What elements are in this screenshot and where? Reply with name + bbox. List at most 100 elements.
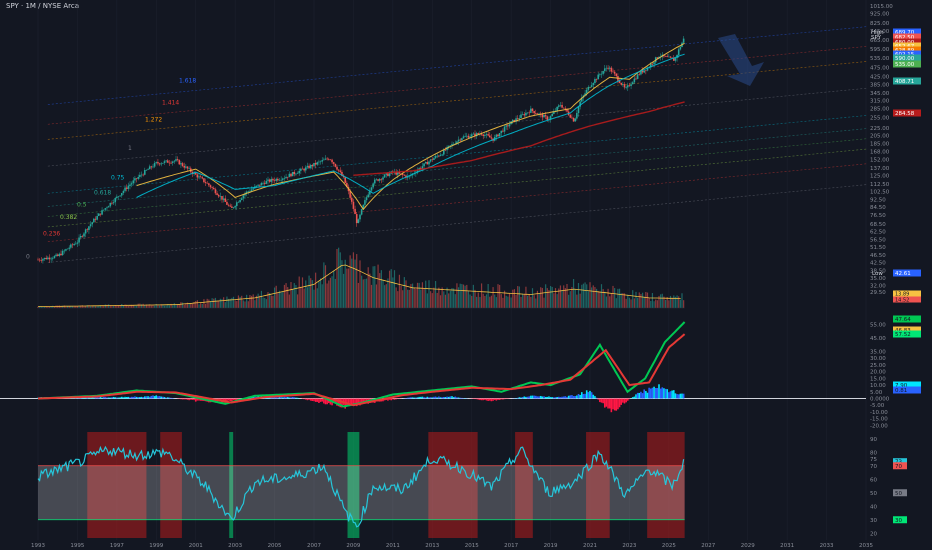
time-tick-label: 2033: [820, 543, 834, 549]
volume-bar: [500, 294, 502, 308]
volume-bar: [655, 299, 657, 308]
volume-bar: [257, 293, 259, 308]
volume-bar: [183, 304, 185, 308]
volume-bar: [576, 294, 578, 308]
candle: [221, 196, 223, 200]
candle: [610, 67, 613, 72]
volume-bar: [224, 302, 226, 308]
volume-bar: [227, 298, 230, 308]
macd-tag: [893, 381, 921, 389]
macd-hist-bar: [301, 398, 304, 400]
macd-hist-bar: [451, 396, 453, 399]
macd-hist-bar: [148, 396, 151, 399]
candle: [290, 173, 292, 177]
volume-bar: [556, 294, 558, 308]
volume-bar: [660, 294, 662, 308]
candle: [286, 176, 289, 178]
macd-hist-bar: [554, 397, 557, 399]
macd-hist-bar: [633, 396, 636, 399]
macd-hist-bar: [323, 398, 325, 404]
macd-hist-bar: [408, 397, 411, 399]
macd-hist-bar: [429, 397, 432, 399]
fib-line: [47, 115, 869, 194]
volume-bar: [39, 306, 41, 308]
volume-bar: [106, 304, 108, 308]
volume-bar: [259, 295, 261, 308]
volume-bar: [267, 292, 269, 308]
candle: [334, 163, 337, 167]
macd-hist-bar: [314, 398, 317, 402]
candle: [199, 176, 202, 178]
candle: [668, 56, 670, 58]
volume-bar: [441, 287, 443, 308]
candle: [370, 187, 373, 191]
macd-hist-bar: [227, 398, 230, 401]
rsi-tag: [893, 458, 907, 466]
macd-hist-bar: [237, 398, 240, 400]
candle: [219, 196, 222, 197]
volume-bar: [221, 299, 223, 308]
candle: [671, 57, 673, 59]
volume-bar: [369, 273, 371, 308]
candle: [48, 257, 51, 260]
macd-hist-bar: [93, 397, 95, 399]
macd-hist-bar: [498, 398, 501, 400]
volume-bar: [53, 306, 56, 308]
candle: [170, 162, 172, 164]
candle: [237, 202, 240, 203]
volume-bar: [347, 268, 350, 308]
volume-bar: [163, 305, 166, 308]
candle: [449, 145, 452, 146]
candle: [669, 56, 672, 58]
volume-bar: [403, 277, 405, 308]
macd-hist-bar: [457, 397, 460, 399]
macd-hist-bar: [487, 398, 489, 401]
volume-bar: [609, 296, 611, 308]
macd-hist-bar: [538, 396, 540, 399]
price-tick-label: 152.00: [870, 157, 890, 163]
volume-bar: [170, 303, 172, 308]
candle: [311, 164, 314, 167]
volume-bar: [234, 300, 236, 308]
candle: [81, 235, 84, 237]
fib-label: 1: [128, 145, 132, 152]
candle: [623, 84, 626, 88]
candle: [355, 214, 358, 224]
macd-tick-label: -15.00: [870, 417, 888, 423]
candle: [193, 172, 195, 174]
candle: [572, 117, 575, 122]
macd-hist-bar: [553, 397, 555, 399]
volume-bar: [305, 280, 307, 308]
macd-hist-bar: [674, 393, 677, 399]
volume-bar: [393, 270, 396, 308]
candle: [309, 164, 312, 168]
candle: [314, 162, 317, 165]
macd-tag: [893, 315, 921, 323]
volume-bar: [558, 288, 560, 308]
candle: [91, 222, 94, 225]
price-tag: [893, 33, 921, 41]
volume-bar: [379, 273, 381, 308]
volume-bar: [415, 288, 417, 308]
time-axis: 1993 1995 1997 1999 2001 2003 2005 2007 2009 2011…: [31, 543, 873, 549]
volume-bar: [308, 275, 310, 308]
time-tick-label: 2023: [622, 543, 636, 549]
macd-hist-bar: [488, 398, 491, 401]
price-tag: [893, 28, 921, 36]
macd-hist-bar: [185, 398, 187, 400]
volume-bar: [640, 294, 642, 308]
candle: [262, 182, 264, 184]
volume-bar: [203, 299, 205, 308]
candle: [304, 167, 307, 171]
volume-bar: [645, 291, 647, 308]
macd-hist-bar: [646, 392, 649, 399]
macd-hist-bar: [658, 384, 660, 399]
volume-bar: [191, 303, 194, 308]
price-tick-label: 225.00: [870, 126, 890, 132]
volume-bar: [387, 278, 389, 308]
volume-bar: [78, 305, 80, 308]
forecast-arrow: [718, 34, 764, 86]
volume-bar: [623, 293, 626, 308]
volume-bar: [461, 284, 463, 308]
